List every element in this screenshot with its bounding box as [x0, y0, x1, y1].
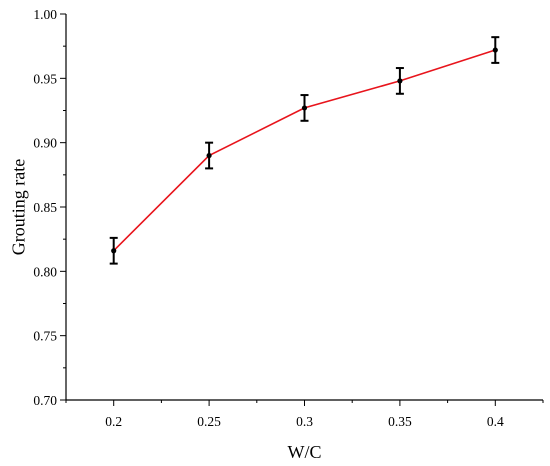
- x-tick-label: 0.25: [197, 414, 221, 429]
- data-point: [492, 47, 498, 53]
- y-tick-label: 0.80: [33, 264, 57, 279]
- plot-area: 0.70 0.75 0.80 0.85 0.90 0.95 1.00 0.2 0.25 0.3 0.…: [33, 7, 544, 429]
- data-point: [397, 78, 403, 84]
- data-point: [206, 152, 212, 159]
- x-tick-label: 0.3: [296, 414, 313, 429]
- y-tick-label: 0.85: [33, 200, 57, 215]
- x-tick-label: 0.2: [105, 414, 122, 429]
- y-tick-label: 1.00: [33, 7, 57, 22]
- x-tick-label: 0.4: [487, 414, 504, 429]
- y-tick-label: 0.70: [33, 393, 57, 408]
- y-tick-label: 0.75: [33, 329, 57, 344]
- y-tick-label: 0.95: [33, 71, 57, 86]
- y-axis-title: Grouting rate: [8, 159, 28, 255]
- y-tick-label: 0.90: [33, 136, 57, 151]
- series-line: [113, 49, 496, 252]
- data-point: [301, 105, 308, 111]
- x-axis-title: W/C: [288, 442, 322, 462]
- data-point: [111, 248, 117, 254]
- x-tick-label: 0.35: [388, 414, 412, 429]
